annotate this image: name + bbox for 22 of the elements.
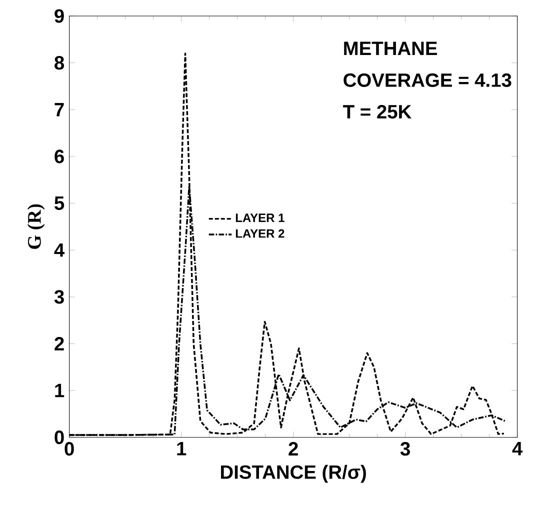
y-axis-title: G (R) xyxy=(27,204,45,249)
x-tick-label: 4 xyxy=(512,442,523,456)
legend-label: LAYER 2 xyxy=(236,229,284,238)
y-tick-label: 8 xyxy=(54,56,64,70)
x-tick-label: 0 xyxy=(64,442,74,456)
y-tick-label: 7 xyxy=(54,103,64,116)
y-tick-label: 9 xyxy=(54,9,64,23)
x-tick-label: 1 xyxy=(177,442,186,456)
annotation: METHANE xyxy=(344,42,438,55)
y-tick-label: 3 xyxy=(54,290,64,304)
y-tick-label: 2 xyxy=(54,337,64,350)
y-tick-label: 1 xyxy=(55,384,64,398)
y-tick-label: 4 xyxy=(54,243,65,257)
x-tick-label: 3 xyxy=(400,442,410,456)
annotation: COVERAGE = 4.13 xyxy=(344,73,512,87)
x-axis-title: DISTANCE (R/σ) xyxy=(221,464,366,483)
x-tick-label: 2 xyxy=(288,442,298,456)
y-tick-label: 6 xyxy=(54,150,64,164)
y-tick-label: 0 xyxy=(54,430,64,444)
annotation: T = 25K xyxy=(343,104,412,119)
y-tick-label: 5 xyxy=(54,196,64,210)
legend-label: LAYER 1 xyxy=(236,214,284,222)
